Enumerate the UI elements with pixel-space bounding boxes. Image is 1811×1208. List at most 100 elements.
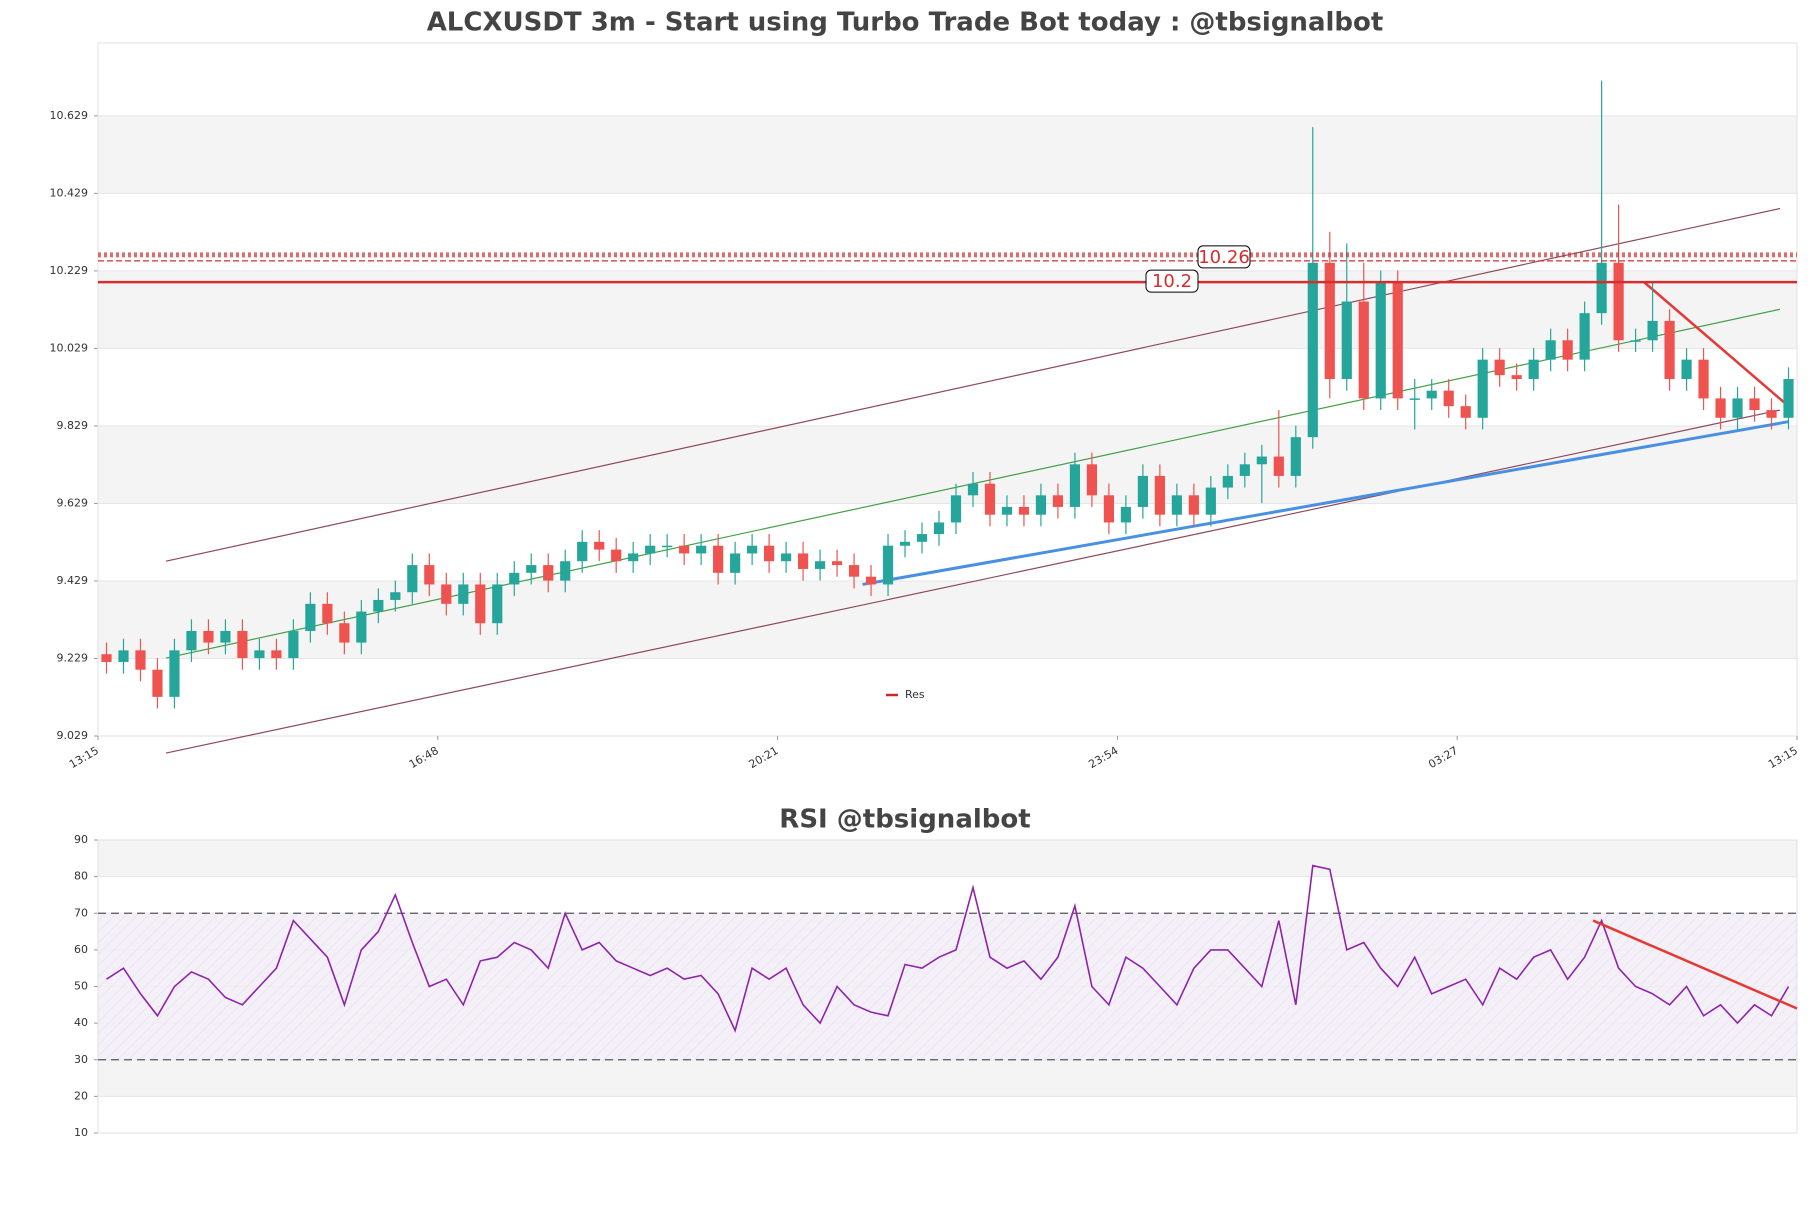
- candle-body: [1239, 464, 1250, 476]
- candle-body: [475, 584, 486, 624]
- x-tick-label: 03:27: [1426, 744, 1460, 771]
- y-tick-label: 9.429: [57, 574, 89, 587]
- candle-body: [1630, 340, 1641, 342]
- y-tick-label: 60: [74, 943, 88, 956]
- candle-body: [1426, 390, 1437, 399]
- candle-body: [1715, 398, 1726, 418]
- level-label-text: 10.26: [1198, 247, 1250, 268]
- candle-body: [1001, 506, 1013, 515]
- candle-body: [1358, 301, 1369, 399]
- candle-body: [628, 553, 639, 562]
- y-tick-label: 70: [74, 906, 88, 919]
- x-tick-label: 20:21: [747, 744, 781, 771]
- candle-body: [1052, 495, 1064, 507]
- x-tick-label: 16:48: [407, 744, 441, 771]
- candle-body: [101, 654, 112, 662]
- candle-body: [1256, 456, 1267, 465]
- candle-body: [1732, 398, 1743, 418]
- candle-body: [1766, 410, 1777, 418]
- y-tick-label: 9.229: [57, 651, 89, 664]
- level-label-box: [1145, 269, 1199, 293]
- candle-body: [1783, 379, 1794, 418]
- candle-body: [899, 541, 911, 546]
- y-tick-label: 9.829: [57, 419, 89, 432]
- candle-body: [169, 650, 180, 697]
- candle-body: [237, 630, 248, 659]
- candle-body: [1596, 262, 1607, 314]
- x-tick-label: 13:15: [67, 744, 101, 771]
- candle-body: [356, 611, 367, 643]
- trendline: [1592, 919, 1798, 1010]
- candle-body: [1222, 475, 1233, 488]
- candle-body: [916, 534, 928, 542]
- candle-body: [1103, 495, 1115, 523]
- candle-body: [373, 599, 384, 612]
- candle-body: [1290, 437, 1301, 476]
- candle-body: [679, 545, 690, 554]
- candle-body: [1460, 406, 1471, 418]
- candle-body: [1698, 359, 1709, 399]
- candle-body: [1749, 398, 1760, 411]
- candle-body: [730, 553, 741, 573]
- y-tick-label: 40: [74, 1016, 88, 1029]
- candle-body: [458, 584, 469, 604]
- candle-body: [220, 630, 231, 643]
- candle-body: [662, 545, 673, 548]
- y-tick-label: 9.029: [57, 729, 89, 742]
- chart-title: ALCXUSDT 3m - Start using Turbo Trade Bo…: [427, 8, 1384, 38]
- y-tick-label: 50: [74, 980, 88, 993]
- candle-body: [543, 565, 554, 581]
- level-label: 10.2: [1145, 269, 1199, 293]
- candle-body: [1375, 282, 1386, 399]
- grid-band: [98, 115, 1797, 194]
- rsi-band: [98, 913, 1797, 1060]
- candle-body: [1205, 487, 1216, 515]
- grid-band: [98, 1059, 1797, 1097]
- candle-body: [577, 541, 588, 562]
- candle-body: [645, 545, 656, 554]
- candle-body: [118, 650, 129, 662]
- grid-band: [98, 840, 1797, 877]
- candle-body: [848, 565, 860, 577]
- candle-body: [1307, 262, 1318, 438]
- candle-body: [1647, 320, 1658, 341]
- candle-body: [950, 495, 962, 523]
- y-tick-label: 90: [74, 833, 88, 846]
- candle-body: [831, 561, 843, 566]
- grid-band: [98, 425, 1797, 504]
- candle-body: [254, 650, 265, 659]
- y-tick-label: 10: [74, 1126, 88, 1139]
- candle-body: [1018, 506, 1030, 515]
- grid-band: [98, 270, 1797, 349]
- candle-body: [747, 545, 758, 554]
- candle-body: [288, 630, 299, 659]
- candle-body: [1120, 506, 1131, 523]
- candle-body: [1154, 475, 1165, 515]
- y-tick-label: 80: [74, 870, 88, 883]
- candle-body: [424, 565, 435, 585]
- candle-body: [203, 630, 214, 643]
- candle-body: [814, 561, 826, 569]
- candle-body: [492, 584, 503, 624]
- candle-body: [1562, 340, 1573, 360]
- level-label-text: 10.2: [1152, 271, 1192, 292]
- candle-body: [1579, 313, 1590, 360]
- plot-border: [97, 42, 1798, 737]
- y-tick-label: 20: [74, 1089, 88, 1102]
- candle-body: [271, 650, 282, 659]
- trendline: [165, 409, 1781, 754]
- plot-border: [97, 839, 1798, 1134]
- candle-body: [1273, 456, 1284, 476]
- y-tick-label: 10.629: [50, 109, 89, 122]
- candle-body: [1528, 359, 1539, 380]
- candle-body: [882, 545, 894, 585]
- candle-body: [1511, 375, 1522, 380]
- candle-body: [186, 630, 197, 651]
- candle-body: [967, 483, 979, 496]
- x-tick-label: 13:15: [1766, 744, 1800, 771]
- y-tick-label: 9.629: [57, 496, 89, 509]
- candle-body: [1681, 359, 1692, 380]
- level-label: 10.26: [1197, 245, 1251, 269]
- candle-body: [984, 483, 996, 515]
- level-label-box: [1197, 245, 1251, 269]
